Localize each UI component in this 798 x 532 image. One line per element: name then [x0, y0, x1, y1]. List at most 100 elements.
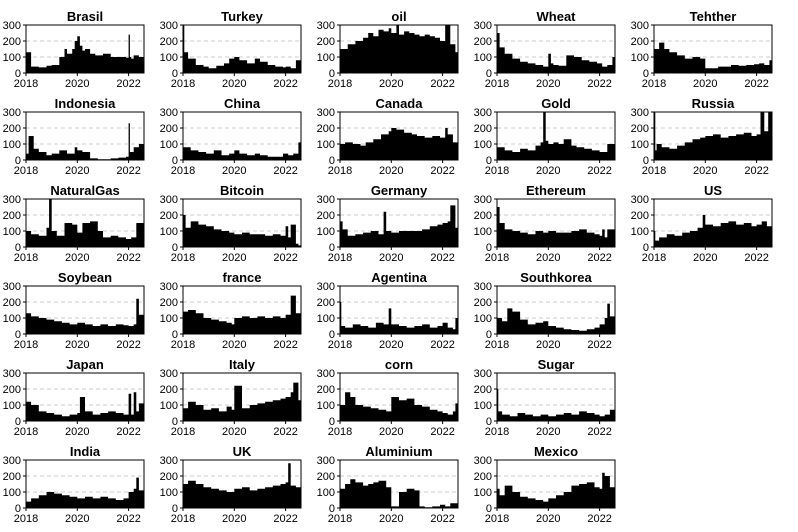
plot-frame — [182, 198, 302, 248]
x-tick-label: 2022 — [587, 78, 611, 90]
y-tick-label: 0 — [172, 503, 178, 515]
y-tick-label: 100 — [317, 52, 335, 64]
x-tick-label: 2020 — [536, 165, 560, 177]
x-tick-label: 2018 — [485, 165, 509, 177]
y-tick-label: 200 — [3, 297, 21, 309]
y-tick-label: 300 — [317, 455, 335, 467]
x-tick-label: 2018 — [171, 165, 195, 177]
x-tick-label: 2018 — [14, 513, 38, 525]
x-tick-label: 2018 — [171, 513, 195, 525]
x-tick-label: 2018 — [328, 339, 352, 351]
panel-southkorea: 0 100 200 300 2018 2020 2022 Southkorea — [474, 270, 616, 351]
x-tick-label: 2022 — [744, 78, 768, 90]
y-tick-label: 100 — [317, 487, 335, 499]
panel-title: Russia — [692, 96, 735, 111]
x-tick-label: 2018 — [642, 165, 666, 177]
y-tick-label: 200 — [474, 384, 492, 396]
plot-frame — [339, 459, 459, 509]
x-tick-label: 2022 — [587, 513, 611, 525]
x-tick-label: 2020 — [222, 513, 246, 525]
x-tick-label: 2018 — [328, 513, 352, 525]
plot-frame — [339, 24, 459, 74]
y-tick-label: 200 — [474, 471, 492, 483]
series-area — [654, 215, 772, 247]
series-area — [183, 25, 301, 73]
series-area — [26, 123, 144, 160]
panel-title: corn — [385, 357, 413, 372]
x-tick-label: 2022 — [430, 252, 454, 264]
plot-frame — [496, 372, 616, 422]
x-tick-label: 2020 — [222, 165, 246, 177]
y-tick-label: 300 — [631, 20, 649, 32]
y-tick-label: 200 — [317, 36, 335, 48]
x-tick-label: 2022 — [116, 513, 140, 525]
series-area — [26, 34, 144, 73]
y-tick-label: 200 — [3, 210, 21, 222]
panel-bitcoin: 0 100 200 300 2018 2020 2022 Bitcoin — [160, 183, 302, 264]
y-tick-label: 300 — [631, 107, 649, 119]
panel-title: Sugar — [538, 357, 575, 372]
x-tick-label: 2018 — [328, 426, 352, 438]
x-tick-label: 2020 — [65, 426, 89, 438]
y-tick-label: 200 — [474, 123, 492, 135]
series-area — [654, 42, 772, 73]
x-tick-label: 2022 — [430, 339, 454, 351]
y-tick-label: 300 — [474, 281, 492, 293]
x-tick-label: 2020 — [536, 513, 560, 525]
y-tick-label: 300 — [474, 194, 492, 206]
plot-frame — [25, 459, 145, 509]
y-tick-label: 200 — [631, 36, 649, 48]
x-tick-label: 2022 — [116, 426, 140, 438]
x-tick-label: 2022 — [273, 513, 297, 525]
x-tick-label: 2020 — [536, 339, 560, 351]
y-tick-label: 100 — [3, 400, 21, 412]
panel-gold: 0 100 200 300 2018 2020 2022 Gold — [474, 96, 616, 177]
y-tick-label: 100 — [474, 139, 492, 151]
x-tick-label: 2018 — [485, 252, 509, 264]
y-tick-label: 300 — [474, 455, 492, 467]
panel-oil: 0 100 200 300 2018 2020 2022 oil — [317, 9, 459, 90]
panel-title: Indonesia — [55, 96, 116, 111]
plot-frame — [182, 285, 302, 335]
panel-turkey: 0 100 200 300 2018 2020 2022 Turkey — [160, 9, 302, 90]
panel-title: India — [70, 444, 101, 459]
y-tick-label: 300 — [474, 107, 492, 119]
x-tick-label: 2022 — [430, 78, 454, 90]
panel-title: Tehther — [690, 9, 737, 24]
panel-title: Southkorea — [520, 270, 592, 285]
panel-agentina: 0 100 200 300 2018 2020 2022 Agentina — [317, 270, 459, 351]
series-area — [183, 140, 301, 160]
y-tick-label: 100 — [160, 139, 178, 151]
x-tick-label: 2018 — [642, 78, 666, 90]
x-tick-label: 2018 — [171, 252, 195, 264]
y-tick-label: 300 — [160, 194, 178, 206]
panel-france: 0 100 200 300 2018 2020 2022 france — [160, 270, 302, 351]
y-tick-label: 100 — [631, 226, 649, 238]
y-tick-label: 200 — [160, 36, 178, 48]
plot-frame — [182, 372, 302, 422]
panel-title: Brasil — [67, 9, 103, 24]
series-area — [26, 199, 144, 247]
x-tick-label: 2022 — [587, 165, 611, 177]
y-tick-label: 100 — [474, 226, 492, 238]
panel-title: Agentina — [371, 270, 427, 285]
x-tick-label: 2020 — [65, 513, 89, 525]
y-tick-label: 200 — [160, 384, 178, 396]
x-tick-label: 2018 — [14, 78, 38, 90]
y-tick-label: 100 — [160, 313, 178, 325]
y-tick-label: 200 — [631, 210, 649, 222]
panel-brasil: 0 100 200 300 2018 2020 2022 Brasil — [3, 9, 145, 90]
x-tick-label: 2020 — [379, 426, 403, 438]
plot-frame — [496, 24, 616, 74]
panel-japan: 0 100 200 300 2018 2020 2022 Japan — [3, 357, 145, 438]
x-tick-label: 2020 — [222, 78, 246, 90]
y-tick-label: 100 — [3, 139, 21, 151]
y-tick-label: 0 — [15, 503, 21, 515]
x-tick-label: 2022 — [116, 339, 140, 351]
x-tick-label: 2018 — [328, 252, 352, 264]
y-tick-label: 100 — [474, 313, 492, 325]
y-tick-label: 200 — [474, 210, 492, 222]
y-tick-label: 0 — [643, 155, 649, 167]
plot-frame — [25, 285, 145, 335]
